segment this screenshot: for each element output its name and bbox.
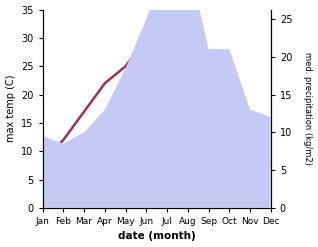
Y-axis label: max temp (C): max temp (C) [5, 75, 16, 143]
Y-axis label: med. precipitation (kg/m2): med. precipitation (kg/m2) [303, 52, 313, 165]
X-axis label: date (month): date (month) [118, 231, 196, 242]
